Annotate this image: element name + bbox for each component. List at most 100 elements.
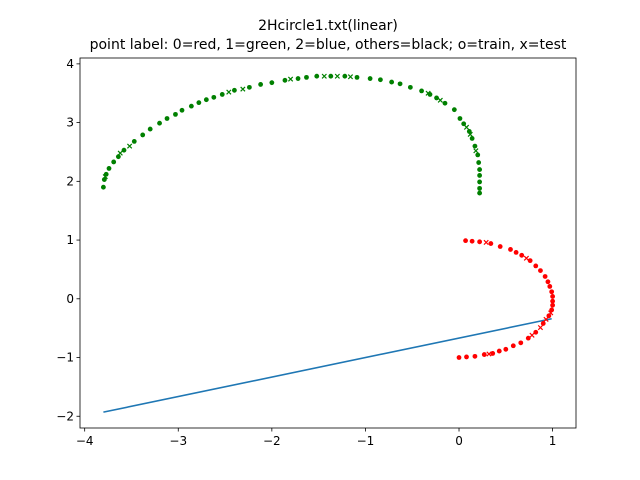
train-point-red: [503, 346, 509, 352]
y-tick-label: 1: [66, 233, 74, 247]
y-tick-label: 0: [66, 292, 74, 306]
train-point-green: [111, 159, 117, 165]
train-point-red: [488, 241, 494, 246]
test-point-red: [486, 351, 492, 357]
train-point-green: [115, 154, 121, 160]
test-point-green: [240, 86, 246, 92]
test-point-red: [529, 332, 535, 338]
x-tick-label: −2: [263, 434, 281, 448]
test-point-red: [523, 255, 530, 261]
test-point-green: [473, 148, 479, 154]
plot-area: [80, 58, 576, 428]
train-point-green: [314, 73, 320, 79]
train-point-red: [477, 239, 483, 245]
train-point-green: [211, 94, 217, 100]
train-point-red: [496, 348, 502, 354]
train-point-red: [472, 353, 478, 359]
train-point-red: [464, 354, 469, 360]
train-point-green: [457, 116, 463, 121]
train-point-green: [295, 76, 301, 81]
x-tick-label: −4: [76, 434, 94, 448]
train-point-red: [550, 298, 556, 304]
train-point-green: [477, 190, 483, 196]
train-point-green: [442, 100, 448, 106]
train-point-green: [397, 81, 403, 87]
x-tick-label: −3: [169, 434, 187, 448]
train-point-green: [173, 111, 178, 117]
train-point-red: [469, 238, 475, 244]
train-point-green: [434, 95, 439, 101]
train-point-green: [103, 171, 109, 177]
train-point-red: [508, 247, 513, 252]
x-tick-label: 0: [455, 434, 463, 448]
train-point-green: [477, 185, 483, 191]
train-point-green: [140, 132, 146, 138]
train-point-red: [547, 284, 553, 289]
train-point-green: [407, 84, 413, 90]
train-point-green: [476, 160, 482, 165]
train-point-green: [477, 173, 483, 178]
test-point-green: [437, 97, 443, 103]
test-point-green: [467, 131, 473, 137]
train-point-green: [203, 97, 209, 103]
test-point-green: [117, 150, 123, 156]
train-point-green: [342, 73, 348, 79]
y-tick-label: −1: [56, 351, 74, 365]
train-point-red: [481, 352, 487, 357]
train-point-green: [100, 184, 106, 190]
axes: −4 −3 −2 −1 0 1 −2 −1 0 1 2 3 4: [56, 57, 577, 448]
train-point-red: [463, 238, 468, 244]
train-point-red: [519, 252, 525, 258]
train-point-red: [513, 249, 519, 255]
train-point-red: [550, 302, 556, 308]
test-point-red: [483, 239, 489, 246]
decision-line: [103, 317, 552, 413]
y-tick-label: 4: [66, 57, 74, 71]
train-point-red: [527, 258, 533, 264]
train-point-green: [164, 116, 170, 121]
train-point-green: [232, 87, 237, 93]
train-point-green: [147, 126, 153, 132]
train-point-green: [367, 76, 373, 81]
axes-frame: [79, 57, 577, 429]
train-point-green: [258, 82, 264, 87]
train-point-green: [304, 74, 309, 80]
train-point-green: [179, 107, 185, 113]
test-point-green: [425, 90, 431, 96]
train-point-green: [475, 152, 481, 158]
train-point-red: [510, 343, 516, 349]
test-point-green: [226, 89, 232, 95]
train-point-red: [518, 340, 524, 346]
test-point-green: [321, 73, 327, 79]
data-marks: [100, 73, 556, 413]
y-tick-label: −2: [56, 409, 74, 423]
train-point-green: [451, 107, 457, 113]
train-point-green: [469, 136, 475, 141]
chart-subtitle: point label: 0=red, 1=green, 2=blue, oth…: [90, 37, 567, 53]
train-point-red: [549, 289, 555, 295]
test-point-green: [463, 124, 470, 130]
test-point-green: [287, 76, 294, 82]
train-point-red: [540, 321, 546, 326]
test-point-red: [543, 316, 549, 322]
y-tick-label: 2: [66, 174, 74, 188]
train-point-green: [269, 80, 275, 86]
train-point-green: [282, 77, 288, 83]
x-tick-label: −1: [357, 434, 375, 448]
train-point-red: [542, 274, 548, 279]
test-point-green: [347, 74, 354, 80]
train-point-green: [389, 79, 395, 85]
train-point-red: [533, 263, 539, 269]
test-point-red: [548, 310, 554, 316]
chart-title: 2Hcircle1.txt(linear): [258, 18, 398, 34]
test-point-red: [537, 324, 544, 331]
train-point-red: [497, 244, 503, 249]
train-point-green: [106, 166, 112, 171]
y-tick-label: 3: [66, 116, 74, 130]
train-point-green: [477, 179, 483, 185]
train-point-green: [219, 92, 225, 97]
train-point-red: [456, 355, 462, 360]
train-point-green: [419, 88, 424, 94]
x-tick-label: 1: [549, 434, 557, 448]
